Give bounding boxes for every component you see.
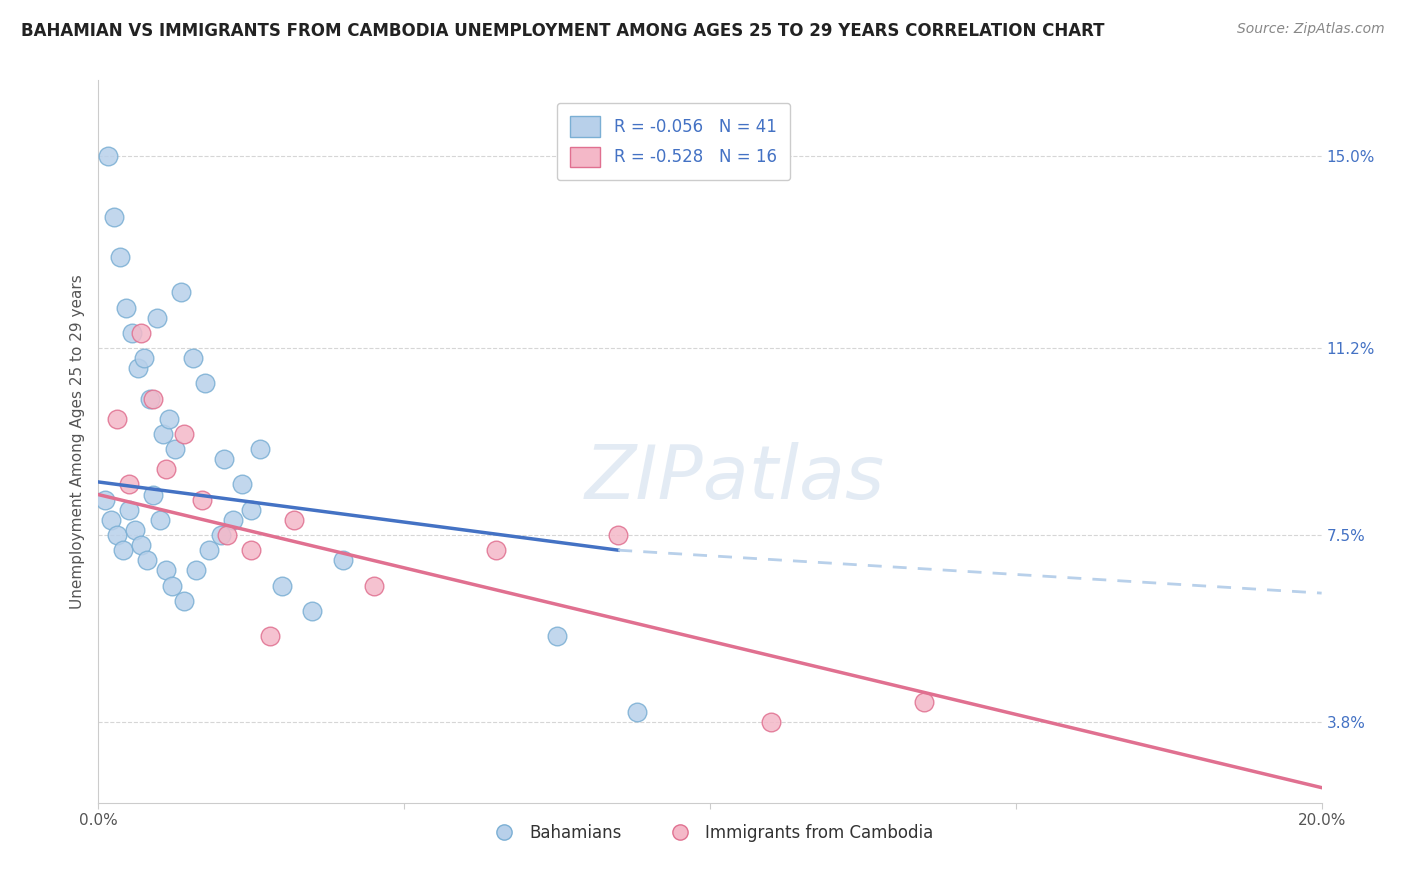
Point bbox=[186, 563, 208, 577]
Point bbox=[170, 285, 193, 300]
Point bbox=[124, 523, 146, 537]
Point bbox=[209, 528, 232, 542]
Point bbox=[301, 604, 323, 618]
Point bbox=[103, 210, 125, 224]
Point bbox=[127, 361, 149, 376]
Point bbox=[111, 543, 134, 558]
Point bbox=[129, 326, 152, 340]
Point bbox=[270, 578, 294, 592]
Point bbox=[173, 427, 195, 442]
Point bbox=[240, 502, 263, 516]
Point bbox=[93, 492, 115, 507]
Point bbox=[181, 351, 204, 366]
Point bbox=[97, 149, 120, 163]
Point bbox=[155, 563, 177, 577]
Point bbox=[485, 543, 508, 558]
Point bbox=[283, 513, 305, 527]
Point bbox=[115, 301, 138, 315]
Point bbox=[160, 578, 183, 592]
Point bbox=[139, 392, 162, 406]
Point bbox=[157, 412, 180, 426]
Point bbox=[240, 543, 263, 558]
Point bbox=[191, 492, 214, 507]
Point bbox=[231, 477, 253, 491]
Point bbox=[108, 250, 131, 264]
Point bbox=[121, 326, 143, 340]
Point bbox=[129, 538, 152, 552]
Point bbox=[607, 528, 630, 542]
Point bbox=[163, 442, 186, 456]
Point bbox=[105, 412, 128, 426]
Y-axis label: Unemployment Among Ages 25 to 29 years: Unemployment Among Ages 25 to 29 years bbox=[69, 274, 84, 609]
Point bbox=[142, 487, 165, 501]
Text: ZIPatlas: ZIPatlas bbox=[585, 442, 884, 514]
Point bbox=[100, 513, 122, 527]
Point bbox=[626, 705, 648, 719]
Point bbox=[222, 513, 245, 527]
Point bbox=[118, 477, 141, 491]
Point bbox=[152, 427, 174, 442]
Point bbox=[212, 452, 235, 467]
Point bbox=[761, 714, 783, 729]
Point bbox=[259, 629, 281, 643]
Point bbox=[194, 376, 217, 391]
Point bbox=[332, 553, 354, 567]
Point bbox=[546, 629, 568, 643]
Point bbox=[149, 513, 172, 527]
Point bbox=[197, 543, 219, 558]
Text: Source: ZipAtlas.com: Source: ZipAtlas.com bbox=[1237, 22, 1385, 37]
Point bbox=[173, 593, 195, 607]
Point bbox=[134, 351, 156, 366]
Point bbox=[215, 528, 238, 542]
Point bbox=[155, 462, 177, 476]
Legend: Bahamians, Immigrants from Cambodia: Bahamians, Immigrants from Cambodia bbox=[481, 817, 939, 848]
Point bbox=[145, 310, 167, 325]
Text: BAHAMIAN VS IMMIGRANTS FROM CAMBODIA UNEMPLOYMENT AMONG AGES 25 TO 29 YEARS CORR: BAHAMIAN VS IMMIGRANTS FROM CAMBODIA UNE… bbox=[21, 22, 1105, 40]
Point bbox=[142, 392, 165, 406]
Point bbox=[363, 578, 385, 592]
Point bbox=[249, 442, 271, 456]
Point bbox=[912, 695, 935, 709]
Point bbox=[105, 528, 128, 542]
Point bbox=[118, 502, 141, 516]
Point bbox=[136, 553, 159, 567]
